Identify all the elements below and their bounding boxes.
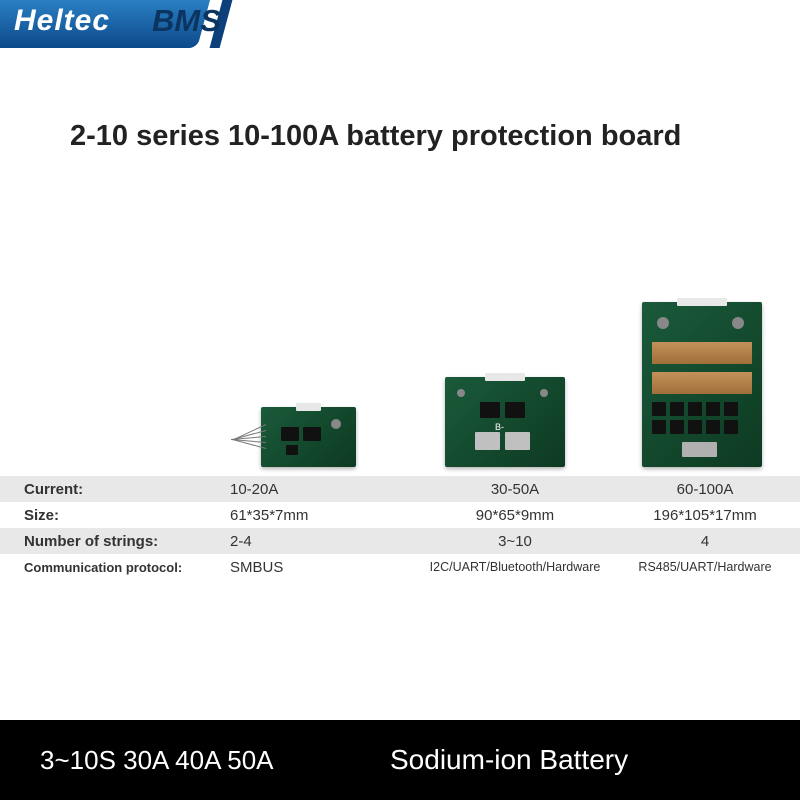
spec-cell: 60-100A xyxy=(610,481,800,498)
spec-cell: 90*65*9mm xyxy=(420,507,610,524)
footer-right: Sodium-ion Battery xyxy=(390,744,628,776)
spec-cell: 61*35*7mm xyxy=(210,507,420,524)
pcb-medium: B- xyxy=(445,377,565,467)
board-medium-col: B- xyxy=(407,300,604,475)
spec-cell: I2C/UART/Bluetooth/Hardware xyxy=(420,560,610,574)
logo-bar: Heltec BMS xyxy=(0,0,800,60)
spec-row-strings: Number of strings: 2-4 3~10 4 xyxy=(0,528,800,554)
spec-row-current: Current: 10-20A 30-50A 60-100A xyxy=(0,476,800,502)
spec-row-protocol: Communication protocol: SMBUS I2C/UART/B… xyxy=(0,554,800,580)
spec-cell: SMBUS xyxy=(210,559,420,576)
logo: Heltec BMS xyxy=(0,0,260,48)
spec-row-size: Size: 61*35*7mm 90*65*9mm 196*105*17mm xyxy=(0,502,800,528)
spec-label: Size: xyxy=(0,507,210,524)
spec-cell: RS485/UART/Hardware xyxy=(610,560,800,574)
spec-cell: 2-4 xyxy=(210,533,420,550)
logo-brand: Heltec xyxy=(14,4,110,38)
pcb-large xyxy=(642,302,762,467)
footer-bar: 3~10S 30A 40A 50A Sodium-ion Battery xyxy=(0,720,800,800)
page-title: 2-10 series 10-100A battery protection b… xyxy=(70,120,681,153)
spec-label: Current: xyxy=(0,481,210,498)
board-small-col xyxy=(210,300,407,475)
pcb-small xyxy=(261,407,356,467)
spec-cell: 30-50A xyxy=(420,481,610,498)
footer-left: 3~10S 30A 40A 50A xyxy=(40,745,390,776)
spec-cell: 4 xyxy=(610,533,800,550)
spec-table: Current: 10-20A 30-50A 60-100A Size: 61*… xyxy=(0,476,800,580)
spec-cell: 10-20A xyxy=(210,481,420,498)
board-large-col xyxy=(603,300,800,475)
spec-cell: 196*105*17mm xyxy=(610,507,800,524)
spec-label: Communication protocol: xyxy=(0,560,210,575)
spec-label: Number of strings: xyxy=(0,533,210,550)
boards-row: B- xyxy=(0,300,800,475)
spec-cell: 3~10 xyxy=(420,533,610,550)
logo-suffix: BMS xyxy=(152,3,221,39)
